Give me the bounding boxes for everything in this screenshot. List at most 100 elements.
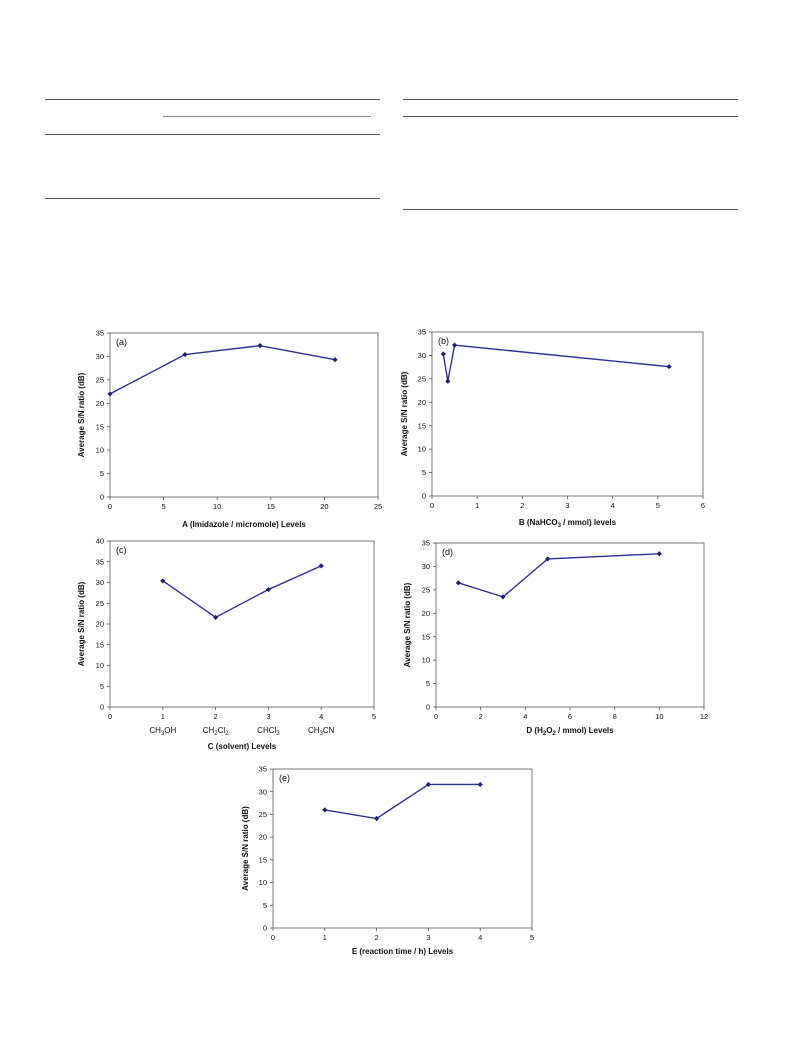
data-point bbox=[318, 563, 324, 569]
table-right-mid-rule bbox=[403, 116, 738, 117]
data-point bbox=[656, 551, 662, 557]
x-axis-title: E (reaction time / h) Levels bbox=[352, 947, 454, 956]
x-axis-title: B (NaHCO3 / mmol) levels bbox=[519, 518, 617, 529]
x-tick-label: 6 bbox=[701, 501, 705, 510]
category-label: CH3CN bbox=[308, 726, 335, 737]
table-right-bottom-rule bbox=[403, 209, 738, 210]
y-tick-label: 35 bbox=[96, 557, 104, 566]
y-tick-label: 20 bbox=[418, 398, 426, 407]
series-line bbox=[109, 344, 336, 395]
x-tick-label: 1 bbox=[161, 712, 165, 721]
x-tick-label: 2 bbox=[375, 933, 379, 942]
data-point bbox=[445, 378, 451, 384]
y-tick-label: 15 bbox=[96, 640, 104, 649]
x-tick-label: 0 bbox=[108, 502, 112, 511]
y-tick-label: 0 bbox=[422, 492, 426, 501]
table-left-top-rule bbox=[45, 99, 380, 100]
table-left-bottom-rule bbox=[45, 198, 380, 199]
x-tick-label: 4 bbox=[478, 933, 482, 942]
data-point bbox=[332, 357, 338, 363]
y-tick-label: 30 bbox=[418, 351, 426, 360]
y-axis-title: Average S/N ratio (dB) bbox=[241, 806, 250, 891]
y-tick-label: 0 bbox=[263, 924, 267, 933]
data-point bbox=[182, 351, 188, 358]
x-tick-label: 20 bbox=[320, 502, 328, 511]
y-tick-label: 20 bbox=[96, 620, 104, 629]
category-label: CH3OH bbox=[149, 726, 176, 737]
y-tick-label: 5 bbox=[100, 469, 104, 478]
x-tick-label: 0 bbox=[434, 712, 438, 721]
y-tick-label: 35 bbox=[96, 329, 104, 338]
y-tick-label: 10 bbox=[259, 878, 267, 887]
series-line bbox=[324, 783, 481, 820]
y-tick-label: 25 bbox=[96, 599, 104, 608]
table-left-sub-rule bbox=[163, 116, 371, 117]
y-tick-label: 0 bbox=[100, 493, 104, 502]
data-point bbox=[477, 781, 483, 788]
y-tick-label: 20 bbox=[422, 609, 430, 618]
x-axis-title: D (H2O2 / mmol) Levels bbox=[526, 726, 614, 737]
x-tick-label: 0 bbox=[430, 501, 434, 510]
x-tick-label: 4 bbox=[523, 712, 527, 721]
panel-label: (e) bbox=[279, 773, 290, 783]
category-label: CH2Cl2 bbox=[203, 726, 229, 737]
y-tick-label: 5 bbox=[426, 679, 430, 688]
data-point bbox=[666, 364, 672, 370]
x-tick-label: 0 bbox=[108, 712, 112, 721]
x-tick-label: 1 bbox=[475, 501, 479, 510]
y-tick-label: 30 bbox=[259, 787, 267, 796]
x-tick-label: 1 bbox=[323, 933, 327, 942]
y-axis-title: Average S/N ratio (dB) bbox=[403, 582, 412, 667]
x-tick-label: 6 bbox=[568, 712, 572, 721]
data-point bbox=[265, 586, 271, 593]
x-tick-label: 2 bbox=[214, 712, 218, 721]
y-tick-label: 25 bbox=[422, 585, 430, 594]
y-tick-label: 20 bbox=[96, 399, 104, 408]
y-tick-label: 5 bbox=[422, 468, 426, 477]
y-tick-label: 30 bbox=[96, 578, 104, 587]
y-tick-label: 30 bbox=[96, 352, 104, 361]
panel-label: (a) bbox=[116, 337, 127, 347]
data-point bbox=[455, 580, 461, 586]
y-tick-label: 25 bbox=[259, 810, 267, 819]
x-tick-label: 25 bbox=[374, 502, 382, 511]
data-point bbox=[374, 815, 380, 822]
x-axis-title: A (Imidazole / micromole) Levels bbox=[182, 520, 306, 529]
data-point bbox=[440, 351, 446, 357]
x-tick-label: 3 bbox=[426, 933, 430, 942]
y-tick-label: 10 bbox=[418, 445, 426, 454]
y-tick-label: 25 bbox=[96, 375, 104, 384]
x-tick-label: 8 bbox=[613, 712, 617, 721]
plot-frame bbox=[109, 332, 379, 498]
y-tick-label: 10 bbox=[96, 446, 104, 455]
y-tick-label: 5 bbox=[263, 901, 267, 910]
x-tick-label: 10 bbox=[655, 712, 663, 721]
y-tick-label: 35 bbox=[422, 539, 430, 548]
data-point bbox=[545, 556, 551, 562]
y-tick-label: 10 bbox=[96, 661, 104, 670]
data-point bbox=[425, 781, 431, 788]
y-tick-label: 15 bbox=[259, 855, 267, 864]
series-line bbox=[162, 565, 322, 619]
y-tick-label: 0 bbox=[100, 703, 104, 712]
data-point bbox=[257, 343, 263, 349]
series-line bbox=[458, 553, 660, 598]
y-tick-label: 30 bbox=[422, 562, 430, 571]
y-tick-label: 15 bbox=[418, 421, 426, 430]
data-point bbox=[500, 594, 506, 600]
y-tick-label: 0 bbox=[426, 703, 430, 712]
x-tick-label: 5 bbox=[372, 712, 376, 721]
data-point bbox=[107, 391, 113, 397]
plot-frame bbox=[272, 768, 533, 929]
x-tick-label: 4 bbox=[319, 712, 323, 721]
y-tick-label: 15 bbox=[422, 632, 430, 641]
y-tick-label: 15 bbox=[96, 422, 104, 431]
y-tick-label: 35 bbox=[259, 765, 267, 774]
x-tick-label: 2 bbox=[479, 712, 483, 721]
y-tick-label: 25 bbox=[418, 374, 426, 383]
y-tick-label: 10 bbox=[422, 656, 430, 665]
